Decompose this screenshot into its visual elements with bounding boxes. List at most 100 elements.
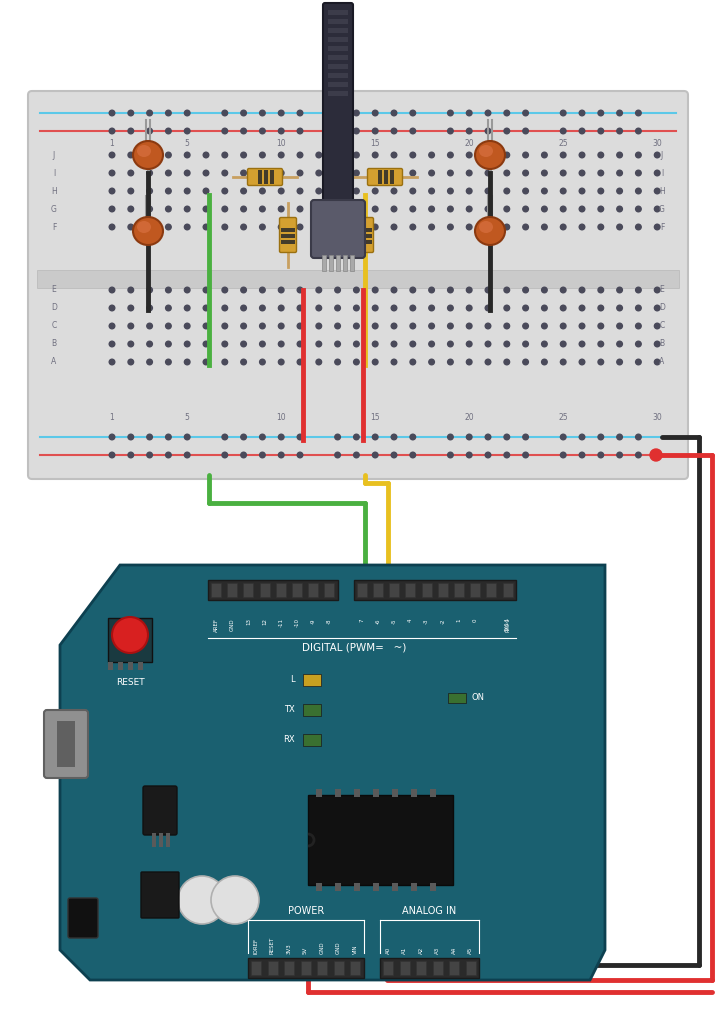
Circle shape: [447, 287, 453, 293]
Circle shape: [279, 341, 284, 347]
Circle shape: [128, 453, 134, 458]
Circle shape: [617, 434, 623, 439]
Circle shape: [410, 434, 416, 439]
Bar: [329, 255, 333, 271]
Circle shape: [598, 287, 604, 293]
Circle shape: [447, 188, 453, 194]
Circle shape: [447, 111, 453, 116]
Circle shape: [335, 111, 340, 116]
Circle shape: [128, 359, 134, 365]
Bar: [454, 583, 464, 597]
Circle shape: [523, 153, 528, 158]
Circle shape: [561, 188, 566, 194]
Circle shape: [654, 224, 660, 229]
Circle shape: [579, 206, 584, 212]
Circle shape: [523, 224, 528, 229]
Circle shape: [410, 341, 416, 347]
Circle shape: [109, 206, 115, 212]
Circle shape: [185, 287, 190, 293]
Bar: [384, 170, 388, 184]
Bar: [380, 958, 479, 978]
Circle shape: [561, 111, 566, 116]
Circle shape: [185, 153, 190, 158]
Text: ON: ON: [472, 693, 485, 702]
Circle shape: [447, 206, 453, 212]
Text: E: E: [52, 286, 57, 295]
Circle shape: [297, 188, 303, 194]
Circle shape: [166, 170, 171, 176]
Text: -6: -6: [376, 618, 381, 624]
Circle shape: [467, 206, 472, 212]
Circle shape: [635, 305, 641, 311]
Circle shape: [391, 153, 397, 158]
Circle shape: [241, 434, 246, 439]
Circle shape: [598, 324, 604, 329]
Circle shape: [353, 170, 359, 176]
Circle shape: [617, 170, 623, 176]
Circle shape: [373, 224, 378, 229]
Circle shape: [222, 324, 228, 329]
Circle shape: [504, 128, 510, 134]
Circle shape: [241, 305, 246, 311]
Bar: [159, 833, 163, 847]
Circle shape: [241, 206, 246, 212]
Circle shape: [297, 341, 303, 347]
Circle shape: [335, 224, 340, 229]
Circle shape: [561, 359, 566, 365]
Circle shape: [112, 617, 148, 653]
Circle shape: [166, 224, 171, 229]
Circle shape: [128, 287, 134, 293]
Circle shape: [316, 224, 322, 229]
Circle shape: [297, 153, 303, 158]
Circle shape: [260, 324, 265, 329]
Circle shape: [373, 111, 378, 116]
Circle shape: [166, 128, 171, 134]
Circle shape: [297, 128, 303, 134]
Bar: [438, 583, 448, 597]
Circle shape: [353, 453, 359, 458]
Circle shape: [523, 434, 528, 439]
Circle shape: [109, 305, 115, 311]
Circle shape: [128, 305, 134, 311]
Circle shape: [128, 153, 134, 158]
Circle shape: [579, 224, 584, 229]
Circle shape: [391, 224, 397, 229]
Circle shape: [467, 305, 472, 311]
Bar: [354, 883, 360, 891]
Circle shape: [203, 341, 209, 347]
Circle shape: [353, 111, 359, 116]
Circle shape: [222, 224, 228, 229]
Circle shape: [617, 287, 623, 293]
Circle shape: [203, 206, 209, 212]
Circle shape: [635, 224, 641, 229]
Text: VIN: VIN: [353, 944, 358, 954]
Circle shape: [635, 170, 641, 176]
Circle shape: [561, 305, 566, 311]
Bar: [284, 961, 294, 975]
Circle shape: [203, 324, 209, 329]
Circle shape: [429, 170, 434, 176]
Circle shape: [316, 341, 322, 347]
Circle shape: [598, 188, 604, 194]
Circle shape: [211, 876, 259, 924]
Circle shape: [617, 111, 623, 116]
Circle shape: [523, 128, 528, 134]
Bar: [357, 583, 367, 597]
Bar: [128, 662, 133, 670]
Text: 10: 10: [276, 413, 286, 422]
Circle shape: [410, 224, 416, 229]
Circle shape: [260, 287, 265, 293]
Circle shape: [128, 434, 134, 439]
Circle shape: [504, 359, 510, 365]
Circle shape: [241, 111, 246, 116]
Circle shape: [373, 324, 378, 329]
Text: 5: 5: [185, 138, 190, 147]
Circle shape: [146, 224, 152, 229]
Circle shape: [146, 170, 152, 176]
Text: G: G: [659, 205, 665, 213]
Circle shape: [353, 128, 359, 134]
Bar: [317, 961, 327, 975]
Circle shape: [128, 128, 134, 134]
Bar: [406, 583, 416, 597]
Text: DIGITAL (PWM=   ~): DIGITAL (PWM= ~): [302, 642, 406, 652]
